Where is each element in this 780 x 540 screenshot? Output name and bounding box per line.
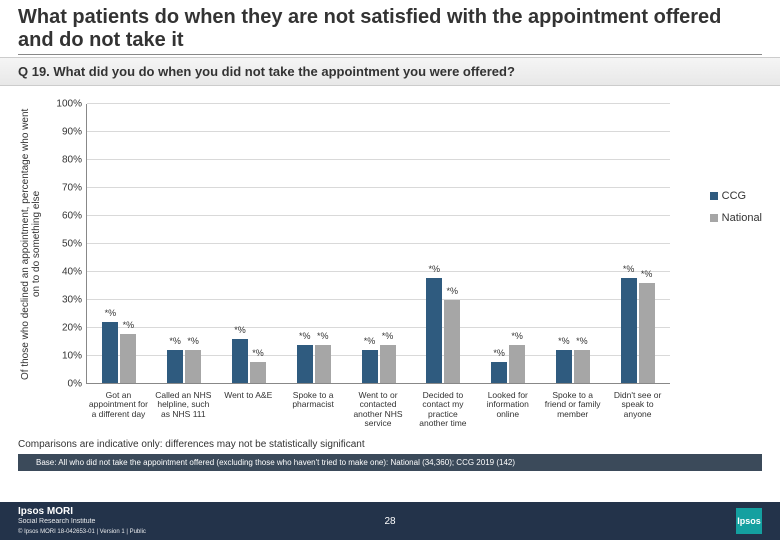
footer-copy: © Ipsos MORI 18-042653-01 | Version 1 | … (18, 529, 146, 536)
bar: *% (639, 283, 655, 384)
legend-label: National (722, 212, 762, 224)
y-tick: 60% (62, 211, 82, 222)
bar: *% (250, 362, 266, 384)
legend-swatch-icon (710, 192, 718, 200)
bar: *% (380, 345, 396, 384)
category-label: Spoke to a pharmacist (281, 388, 346, 431)
bar-value-label: *% (511, 331, 523, 341)
category-group: *%*% (152, 104, 217, 384)
bar: *% (297, 345, 313, 384)
y-tick: 30% (62, 295, 82, 306)
bar-value-label: *% (234, 325, 246, 335)
y-tick: 0% (68, 379, 82, 390)
bar-value-label: *% (317, 331, 329, 341)
category-group: *%*% (540, 104, 605, 384)
question-bar: Q 19. What did you do when you did not t… (0, 57, 780, 86)
y-tick: 50% (62, 239, 82, 250)
page-title: What patients do when they are not satis… (18, 6, 762, 55)
bar: *% (509, 345, 525, 384)
bar: *% (185, 350, 201, 384)
category-label: Spoke to a friend or family member (540, 388, 605, 431)
bar-value-label: *% (169, 336, 181, 346)
category-group: *%*% (476, 104, 541, 384)
bar: *% (621, 278, 637, 384)
bar: *% (167, 350, 183, 384)
category-group: *%*% (346, 104, 411, 384)
bar-value-label: *% (364, 336, 376, 346)
category-group: *%*% (217, 104, 282, 384)
category-group: *%*% (411, 104, 476, 384)
y-tick: 40% (62, 267, 82, 278)
category-group: *%*% (605, 104, 670, 384)
y-tick: 100% (56, 99, 82, 110)
bar-value-label: *% (123, 320, 135, 330)
bar-value-label: *% (623, 264, 635, 274)
bar-value-label: *% (447, 286, 459, 296)
plot-wrapper: 0%10%20%30%40%50%60%70%80%90%100% *%*%*%… (46, 104, 762, 384)
bar-value-label: *% (252, 348, 264, 358)
bar: *% (426, 278, 442, 384)
bar: *% (102, 322, 118, 384)
bar: *% (232, 339, 248, 384)
y-tick: 80% (62, 155, 82, 166)
legend-item: CCG (710, 190, 762, 202)
base-text-bar: Base: All who did not take the appointme… (18, 454, 762, 471)
bars-row: *%*%*%*%*%*%*%*%*%*%*%*%*%*%*%*%*%*% (87, 104, 670, 384)
category-labels-row: Got an appointment for a different dayCa… (86, 388, 670, 431)
legend-swatch-icon (710, 214, 718, 222)
page-number: 28 (384, 516, 395, 527)
y-tick: 10% (62, 351, 82, 362)
legend-label: CCG (722, 190, 746, 202)
category-group: *%*% (281, 104, 346, 384)
footer: Ipsos MORI Social Research Institute © I… (0, 502, 780, 540)
x-axis-line (87, 383, 670, 384)
bar: *% (444, 300, 460, 384)
bar: *% (315, 345, 331, 384)
footer-brand: Ipsos MORI (18, 506, 146, 518)
bar-value-label: *% (105, 308, 117, 318)
bar-value-label: *% (382, 331, 394, 341)
bar-value-label: *% (641, 269, 653, 279)
category-label: Called an NHS helpline, such as NHS 111 (151, 388, 216, 431)
y-axis-label: Of those who declined an appointment, pe… (18, 104, 46, 384)
footer-sub: Social Research Institute (18, 518, 146, 526)
bar-value-label: *% (187, 336, 199, 346)
bar-value-label: *% (493, 348, 505, 358)
footer-left: Ipsos MORI Social Research Institute © I… (18, 506, 146, 536)
category-label: Went to A&E (216, 388, 281, 431)
category-group: *%*% (87, 104, 152, 384)
category-label: Decided to contact my practice another t… (410, 388, 475, 431)
bar: *% (120, 334, 136, 384)
bar: *% (491, 362, 507, 384)
title-block: What patients do when they are not satis… (0, 0, 780, 57)
y-tick: 20% (62, 323, 82, 334)
plot: *%*%*%*%*%*%*%*%*%*%*%*%*%*%*%*%*%*% (86, 104, 670, 384)
bar-value-label: *% (429, 264, 441, 274)
bar-value-label: *% (558, 336, 570, 346)
y-tick: 90% (62, 127, 82, 138)
legend: CCG National (710, 190, 762, 234)
y-tick: 70% (62, 183, 82, 194)
comparison-note: Comparisons are indicative only: differe… (0, 431, 780, 452)
category-label: Looked for information online (475, 388, 540, 431)
category-label: Got an appointment for a different day (86, 388, 151, 431)
bar: *% (362, 350, 378, 384)
bar: *% (556, 350, 572, 384)
legend-item: National (710, 212, 762, 224)
bar-value-label: *% (299, 331, 311, 341)
y-axis-ticks: 0%10%20%30%40%50%60%70%80%90%100% (46, 104, 86, 384)
bar: *% (574, 350, 590, 384)
ipsos-logo-icon: Ipsos (736, 508, 762, 534)
category-label: Went to or contacted another NHS service (346, 388, 411, 431)
category-label: Didn't see or speak to anyone (605, 388, 670, 431)
bar-value-label: *% (576, 336, 588, 346)
chart-area: Of those who declined an appointment, pe… (18, 104, 762, 384)
